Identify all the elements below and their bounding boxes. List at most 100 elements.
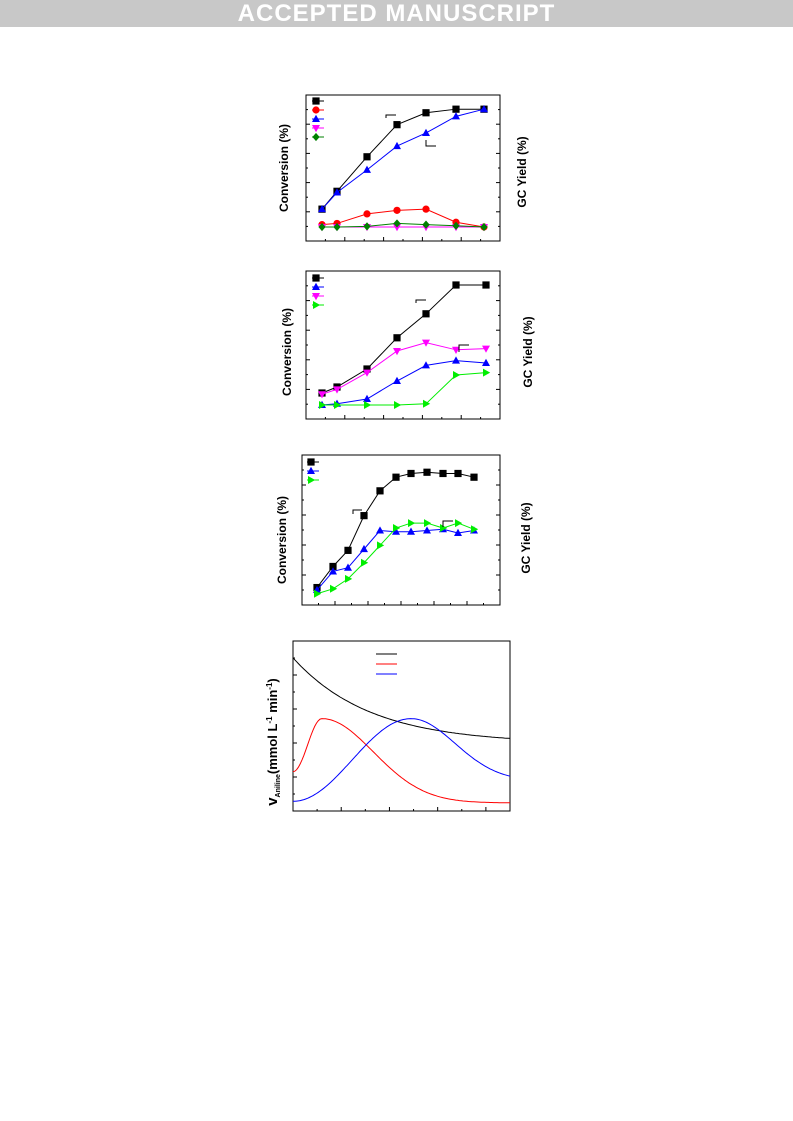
plot-frame-4 [292,640,511,812]
legend-marker-3 [312,114,320,122]
plot-frame-1 [305,94,501,242]
legend-marker-3 [312,293,320,301]
y-axis-label-4: vAniline(mmol L-1 min-1) [264,678,282,806]
y-axis-label-1: Conversion (%) [277,124,291,212]
chart-panel-4: vAniline(mmol L-1 min-1) [264,640,511,812]
data-point [333,386,341,394]
y-axis-label-2: Conversion (%) [280,308,294,396]
data-point [344,563,352,571]
data-point [422,205,430,213]
data-point [439,469,447,478]
data-point [361,558,369,567]
data-point [393,141,401,150]
annotation-arrows-2 [415,299,469,352]
data-point [334,401,342,409]
data-point [422,220,430,229]
data-point [482,345,490,353]
series-line-3 [321,342,487,395]
y-label-unit: (mmol L [265,723,280,774]
data-point [363,365,371,373]
data-point [452,281,460,289]
data-point [482,358,490,366]
data-point [319,401,327,409]
data-point [376,526,384,534]
data-point [483,368,491,377]
data-point [318,204,326,213]
data-point [392,473,400,481]
data-point [470,473,478,481]
data-point [393,206,401,214]
legend-marker-3 [308,476,316,484]
banner-text: ACCEPTED MANUSCRIPT [237,0,556,27]
chart-panel-1: Conversion (%) GC Yield (%) [277,94,529,242]
data-point [392,527,400,535]
data-point [363,394,371,402]
data-point [393,224,401,232]
curve-1 [292,657,511,739]
data-point [345,574,353,583]
data-point [423,468,431,476]
chart-panel-2: Conversion (%) GC Yield (%) [280,270,535,420]
data-point [363,210,371,218]
data-point [452,112,460,120]
data-point [455,519,463,528]
series-line-5 [322,222,485,228]
data-point [363,165,371,173]
data-point [329,562,337,571]
legend-marker-5 [312,132,320,142]
data-point [393,334,401,342]
data-point [330,584,338,593]
data-point [393,219,401,228]
data-point [393,524,401,533]
series-line-2 [316,528,475,591]
data-point [422,310,430,318]
data-point [394,401,402,409]
data-point [393,348,401,356]
data-point [363,222,371,231]
data-point [363,153,371,161]
y-axis-label-3: Conversion (%) [275,496,289,584]
legend-marker-4 [313,301,321,309]
series-line-2 [321,360,487,406]
data-point [422,339,430,347]
y-label-exp2: -1 [265,682,274,690]
y-label-exp1: -1 [265,716,274,724]
data-point [454,469,462,478]
y-label-sub: Aniline [275,774,282,797]
data-point [422,109,430,117]
annotation-arrows-3 [352,509,453,527]
data-point [376,487,384,495]
data-point [360,544,368,553]
data-point [452,221,460,230]
legend-marker-2 [312,282,320,290]
data-point [482,281,490,289]
data-point [440,524,448,533]
data-point [360,512,368,520]
data-point [363,369,371,377]
legend-marker-1 [307,458,315,466]
accepted-manuscript-banner: ACCEPTED MANUSCRIPT [0,0,793,27]
legend-marker-4 [312,125,320,133]
data-point [408,519,416,528]
data-point [407,469,415,478]
data-point [344,546,352,554]
data-point [333,222,341,232]
curve-3 [293,718,511,802]
data-point [423,399,431,408]
data-point [407,527,415,535]
data-point [333,188,341,196]
data-point [318,391,326,399]
series-line-3 [321,108,485,210]
legend-marker-1 [312,274,320,282]
data-point [452,346,460,354]
data-point [423,526,431,534]
data-point [424,519,432,528]
plot-frame-3 [301,454,501,606]
data-point [393,376,401,384]
data-point [393,121,401,129]
y2-axis-label-2: GC Yield (%) [521,316,535,387]
legend-marker-2 [307,466,315,474]
data-point [377,541,385,550]
plot-frame-2 [305,270,501,420]
